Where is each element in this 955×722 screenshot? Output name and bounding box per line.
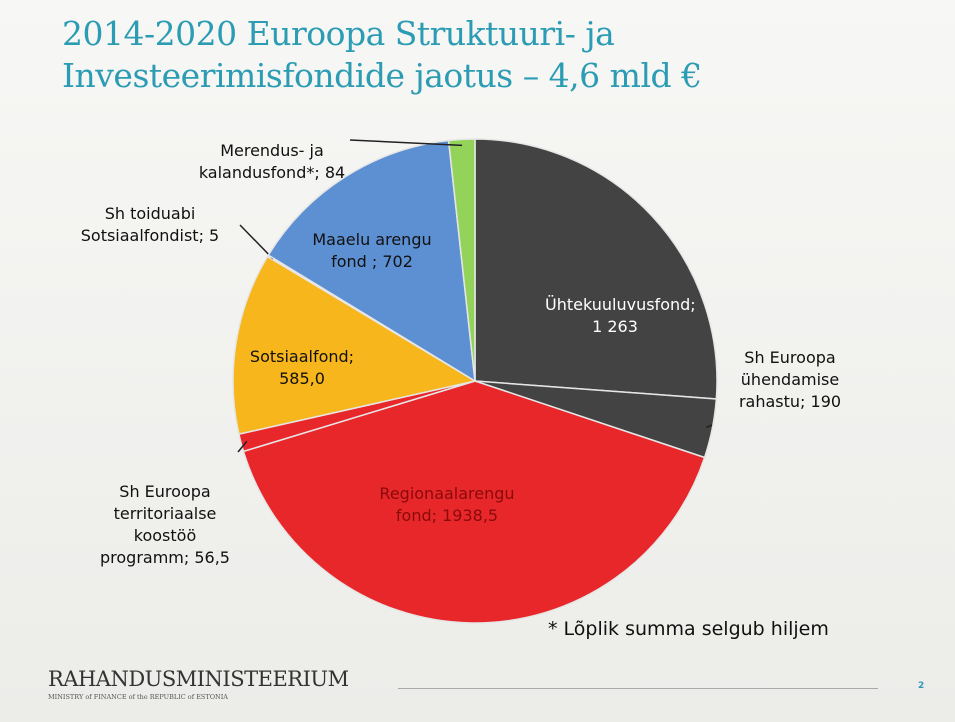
title-line: Investeerimisfondide jaotus – 4,6 mld € xyxy=(62,56,702,95)
slice-label: Sh toiduabi Sotsiaalfondist; 5 xyxy=(80,204,220,245)
leader-line xyxy=(349,139,463,147)
slice-label: Ühtekuuluvusfond; 1 263 xyxy=(545,295,696,336)
logo: RAHANDUSMINISTEERIUM xyxy=(48,667,349,691)
slice-label: Sh Euroopa ühendamise rahastu; 190 xyxy=(738,348,842,411)
page-number: 2 xyxy=(918,681,925,691)
footer-rule xyxy=(398,688,878,689)
title-line: 2014-2020 Euroopa Struktuuri- ja xyxy=(62,14,615,53)
leader-line xyxy=(706,424,713,429)
slice-label: Sh Euroopa territoriaalse koostöö progra… xyxy=(100,482,230,567)
slice-label: Merendus- ja kalandusfond*; 84 xyxy=(198,141,346,182)
pie-slice xyxy=(242,380,706,624)
footnote: * Lõplik summa selgub hiljem xyxy=(548,618,829,640)
pie-slice xyxy=(232,255,477,436)
slice-label: Maaelu arengu fond ; 702 xyxy=(312,230,432,271)
slice-label: Sotsiaalfond; 585,0 xyxy=(249,347,355,388)
leader-line xyxy=(237,440,248,453)
leader-line xyxy=(239,224,274,260)
logo-subtitle: MINISTRY of FINANCE of the REPUBLIC of E… xyxy=(48,693,229,701)
pie-slice xyxy=(474,138,718,400)
pie-slice xyxy=(447,138,476,382)
slice-label: Regionaalarengu fond; 1938,5 xyxy=(379,484,515,525)
